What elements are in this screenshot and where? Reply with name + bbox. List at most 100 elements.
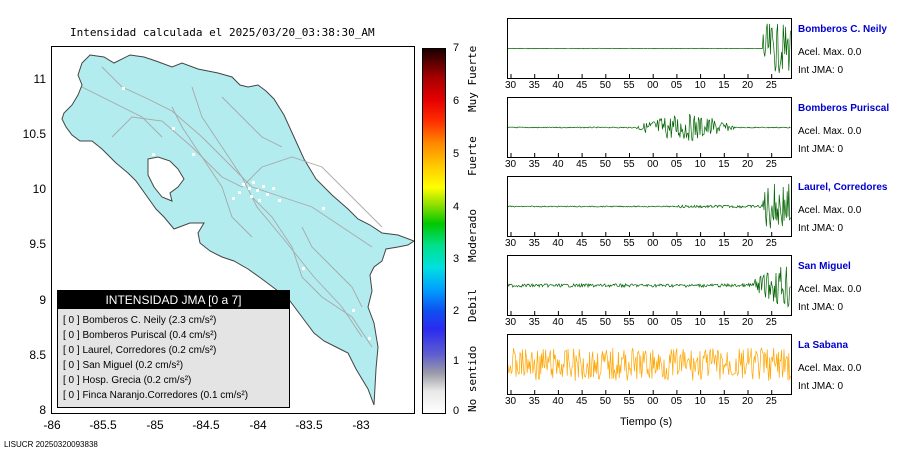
time-tick-label: 05	[670, 396, 683, 407]
station-name: La Sabana	[798, 340, 849, 351]
time-tick-label: 05	[670, 80, 683, 91]
time-axis-label: Tiempo (s)	[620, 416, 673, 428]
time-tick-label: 20	[742, 396, 754, 407]
lat-tick: 10.5	[22, 127, 46, 141]
time-tick-label: 35	[528, 317, 540, 328]
lat-tick: 9	[39, 293, 46, 307]
time-tick-label: 40	[552, 159, 564, 170]
legend-row-3: [ 0 ] Laurel, Corredores (0.2 cm/s²)	[63, 345, 217, 356]
lat-tick: 8.5	[29, 348, 46, 362]
colorbar-tick: 6	[453, 95, 460, 107]
time-tick-label: 20	[742, 159, 754, 170]
station-acel-max: Acel. Max. 0.0	[798, 363, 862, 374]
time-tick-label: 35	[528, 80, 540, 91]
seismogram-trace	[508, 113, 791, 157]
time-tick-label: 50	[599, 159, 611, 170]
time-tick-label: 15	[718, 80, 730, 91]
time-tick-label: 00	[647, 238, 659, 249]
station-acel-max: Acel. Max. 0.0	[798, 126, 862, 137]
colorbar-label-debil: Debil	[466, 288, 479, 322]
waveform-line	[508, 183, 791, 229]
colorbar-tick: 1	[453, 355, 460, 367]
colorbar-tick: 3	[453, 253, 460, 265]
legend-title: INTENSIDAD JMA [0 a 7]	[58, 291, 289, 309]
time-tick-label: 00	[647, 80, 659, 91]
station-int-jma: Int JMA: 0	[798, 223, 844, 234]
time-tick-label: 15	[718, 238, 730, 249]
time-tick-label: 10	[694, 396, 706, 407]
costa-rica-map	[61, 54, 414, 406]
time-tick-label: 45	[576, 159, 588, 170]
time-tick-label: 30	[505, 317, 517, 328]
time-tick-label: 15	[718, 159, 730, 170]
time-tick-label: 40	[552, 238, 564, 249]
colorbar-tick: 7	[453, 42, 460, 54]
station-name: Bomberos C. Neily	[798, 24, 887, 35]
time-tick-label: 05	[670, 159, 683, 170]
time-tick-label: 00	[647, 317, 659, 328]
land-area	[61, 54, 414, 406]
time-tick-label: 10	[694, 159, 706, 170]
time-tick-label: 25	[765, 80, 777, 91]
gulf-nicoya	[147, 156, 185, 202]
lon-tick: -83	[352, 418, 370, 432]
seismogram-panel[interactable]	[507, 18, 792, 79]
time-tick-label: 50	[599, 238, 611, 249]
station-int-jma: Int JMA: 0	[798, 302, 844, 313]
station-name: Bomberos Puriscal	[798, 103, 890, 114]
time-tick-label: 10	[694, 238, 706, 249]
station-acel-max: Acel. Max. 0.0	[798, 47, 862, 58]
station-name: Laurel, Corredores	[798, 182, 888, 193]
time-tick-label: 10	[694, 317, 706, 328]
time-tick-label: 05	[670, 317, 683, 328]
legend-row-4: [ 0 ] San Miguel (0.2 cm/s²)	[63, 360, 184, 371]
colorbar-tick: 0	[453, 405, 460, 417]
seismogram-panel[interactable]	[507, 334, 792, 395]
time-tick-label: 55	[623, 80, 635, 91]
colorbar-tick: 4	[453, 201, 460, 213]
waveform-line	[508, 347, 791, 381]
time-tick-label: 00	[647, 396, 659, 407]
intensity-legend: INTENSIDAD JMA [0 a 7] [ 0 ] Bomberos C.…	[57, 290, 290, 408]
lon-tick: -86	[43, 418, 61, 432]
time-tick-label: 45	[576, 396, 588, 407]
lat-tick: 9.5	[29, 237, 46, 251]
time-tick-label: 40	[552, 317, 564, 328]
colorbar-tick: 5	[453, 148, 460, 160]
town-markers	[122, 87, 371, 340]
station-int-jma: Int JMA: 0	[798, 381, 844, 392]
lon-tick: -85.5	[89, 418, 117, 432]
colorbar-label-fuerte: Fuerte	[466, 136, 479, 176]
lon-tick: -84	[249, 418, 267, 432]
time-tick-label: 20	[742, 80, 754, 91]
station-acel-max: Acel. Max. 0.0	[798, 284, 862, 295]
time-tick-label: 00	[647, 159, 659, 170]
seismogram-trace	[508, 23, 791, 78]
time-tick-label: 05	[670, 238, 683, 249]
time-tick-label: 55	[623, 159, 635, 170]
time-tick-label: 55	[623, 317, 635, 328]
legend-row-6: [ 0 ] Finca Naranjo.Corredores (0.1 cm/s…	[63, 390, 249, 401]
seismogram-panel[interactable]	[507, 97, 792, 158]
time-tick-label: 40	[552, 80, 564, 91]
time-tick-label: 10	[694, 80, 706, 91]
roads	[81, 66, 383, 348]
waveform-line	[508, 23, 791, 74]
colorbar-label-moderado: Moderado	[466, 209, 479, 262]
time-tick-label: 20	[742, 317, 754, 328]
time-tick-label: 45	[576, 80, 588, 91]
seismogram-panel[interactable]	[507, 176, 792, 237]
lat-tick: 8	[39, 403, 46, 417]
lat-tick: 10	[32, 182, 46, 196]
time-tick-label: 25	[765, 317, 777, 328]
colorbar-tick: 2	[453, 305, 460, 317]
lon-tick: -83.5	[295, 418, 323, 432]
time-tick-label: 50	[599, 396, 611, 407]
time-tick-label: 35	[528, 159, 540, 170]
waveform-line	[508, 266, 791, 308]
seismogram-trace	[508, 266, 791, 315]
seismogram-panel[interactable]	[507, 255, 792, 316]
time-tick-label: 15	[718, 396, 730, 407]
time-tick-label: 25	[765, 396, 777, 407]
map-panel[interactable]: INTENSIDAD JMA [0 a 7] [ 0 ] Bomberos C.…	[51, 46, 415, 414]
